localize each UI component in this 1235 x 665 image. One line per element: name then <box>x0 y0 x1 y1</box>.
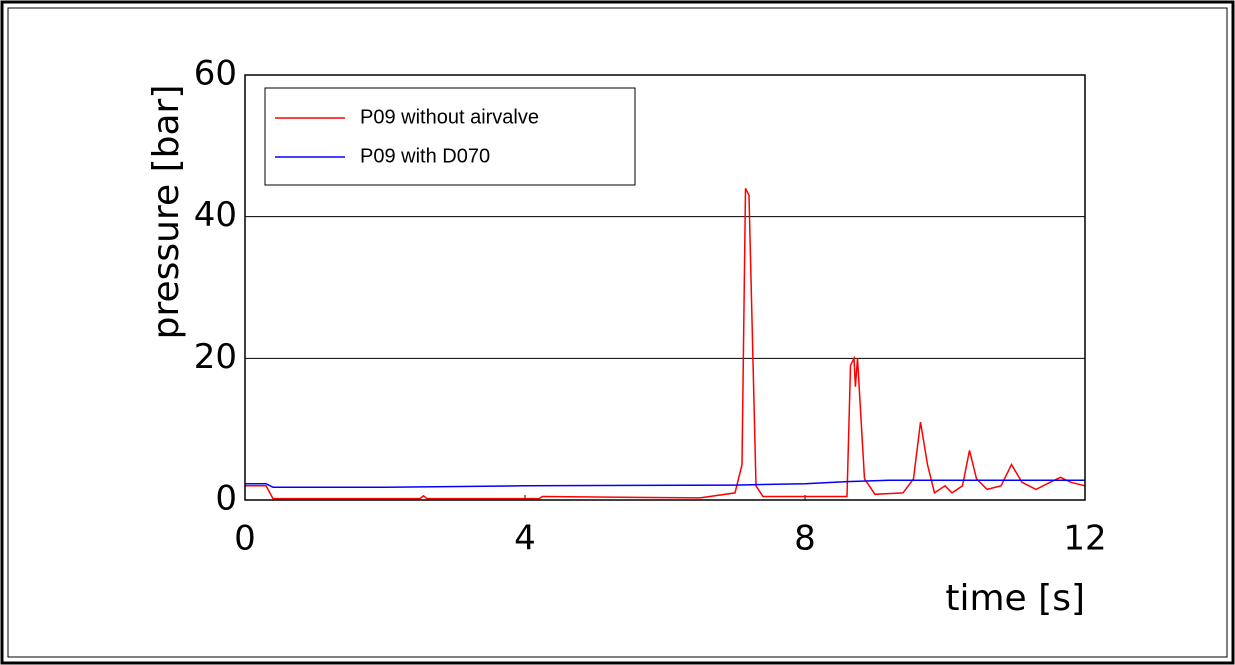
x-axis-title: time [s] <box>945 578 1085 619</box>
y-tick-label: 60 <box>194 54 237 94</box>
x-tick-label: 8 <box>794 519 816 559</box>
x-tick-label: 12 <box>1063 519 1106 559</box>
data-line <box>245 187 1086 500</box>
y-tick-label: 0 <box>215 479 237 519</box>
y-axis-title: pressure [bar] <box>146 85 187 340</box>
data-line <box>245 479 1085 489</box>
frame-inner <box>7 7 1228 658</box>
legend-label: P09 with D070 <box>360 145 490 167</box>
legend-box <box>264 87 636 186</box>
y-tick-label: 20 <box>194 337 237 377</box>
legend-label: P09 without airvalve <box>360 106 539 128</box>
y-tick-label: 40 <box>194 195 237 235</box>
x-tick-label: 4 <box>514 519 536 559</box>
x-tick-label: 0 <box>234 519 256 559</box>
plot-border <box>244 74 1086 501</box>
